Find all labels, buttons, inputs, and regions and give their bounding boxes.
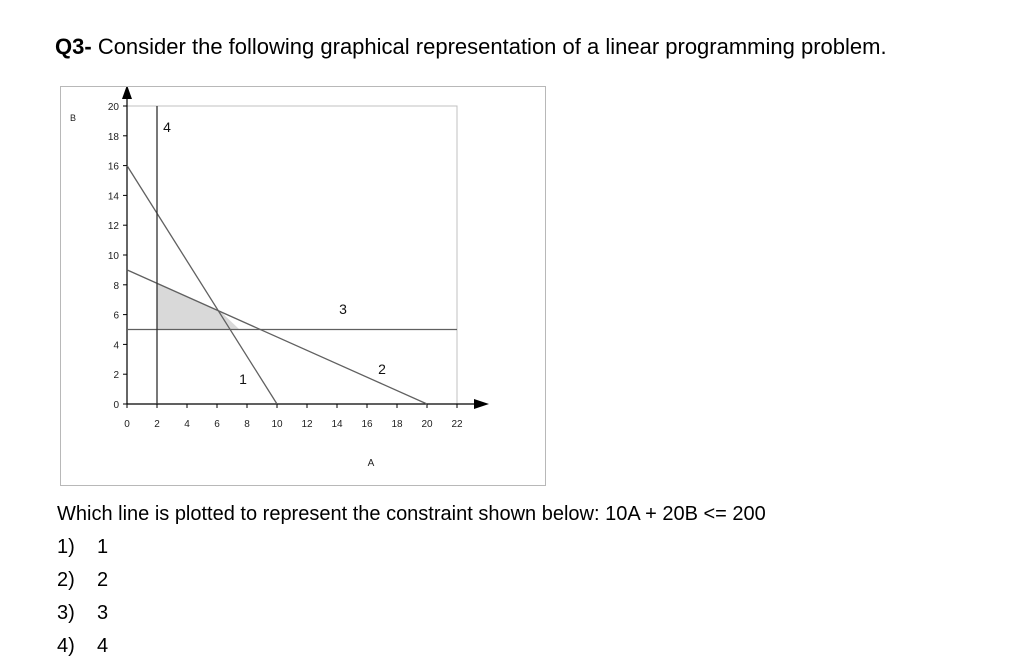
x-tick-label: 8 [244,419,250,430]
answer-options: 1) 1 2) 2 3) 3 4) 4 [57,535,108,667]
y-tick-label: 16 [108,162,120,173]
y-tick-label: 10 [108,251,120,262]
option-value: 4 [97,635,109,657]
x-tick-label: 4 [184,419,190,430]
y-tick-label: 18 [108,132,120,143]
x-axis-label: A [368,458,375,469]
x-tick-label: 18 [391,419,403,430]
constraint-line-2 [126,269,428,405]
y-tick-label: 8 [113,281,119,292]
option-number: 4) [57,635,75,657]
y-tick-label: 20 [108,102,120,113]
x-tick-label: 22 [451,419,463,430]
option-number: 3) [57,602,75,624]
lp-chart: 0 2 4 6 8 10 12 14 16 18 20 2202468101214161820AB12… [70,87,489,469]
constraint-line-1 [126,165,278,405]
question-title: Q3- Consider the following graphical rep… [55,34,887,60]
option-value: 2 [97,569,109,591]
question-text: Consider the following graphical represe… [97,34,887,59]
option-value: 3 [97,602,109,624]
x-axis-arrow [474,399,489,409]
option-value: 1 [97,536,109,558]
y-axis-label: B [70,113,76,123]
x-tick-label: 10 [271,419,283,430]
x-tick-label: 6 [214,419,220,430]
answer-option-1[interactable]: 1) 1 [57,535,108,568]
constraint-label-3: 3 [339,301,347,317]
y-axis-arrow [122,87,132,99]
y-tick-label: 14 [108,191,120,202]
question-number: Q3- [55,34,92,59]
constraint-label-1: 1 [239,371,247,387]
plot-area-frame [126,105,458,405]
x-tick-label: 16 [361,419,373,430]
answer-option-2[interactable]: 2) 2 [57,568,108,601]
constraint-question: Which line is plotted to represent the c… [57,503,766,525]
option-number: 1) [57,536,75,558]
y-tick-label: 4 [113,340,119,351]
x-tick-label: 0 [124,419,130,430]
y-tick-label: 0 [113,400,119,411]
x-tick-label: 14 [331,419,343,430]
option-number: 2) [57,569,75,591]
y-tick-label: 2 [113,370,119,381]
answer-option-3[interactable]: 3) 3 [57,601,108,634]
feasible-region [157,283,240,330]
constraint-label-2: 2 [378,361,386,377]
y-tick-label: 12 [108,221,120,232]
x-tick-label: 20 [421,419,433,430]
x-tick-label: 2 [154,419,160,430]
answer-option-4[interactable]: 4) 4 [57,634,108,667]
constraint-label-4: 4 [163,119,171,135]
y-tick-label: 6 [113,311,119,322]
x-tick-label: 12 [301,419,313,430]
chart-figure: 0 2 4 6 8 10 12 14 16 18 20 22 0 2 4 6 8 10 12 14 16 18 20 A B 1 2… [60,86,546,486]
